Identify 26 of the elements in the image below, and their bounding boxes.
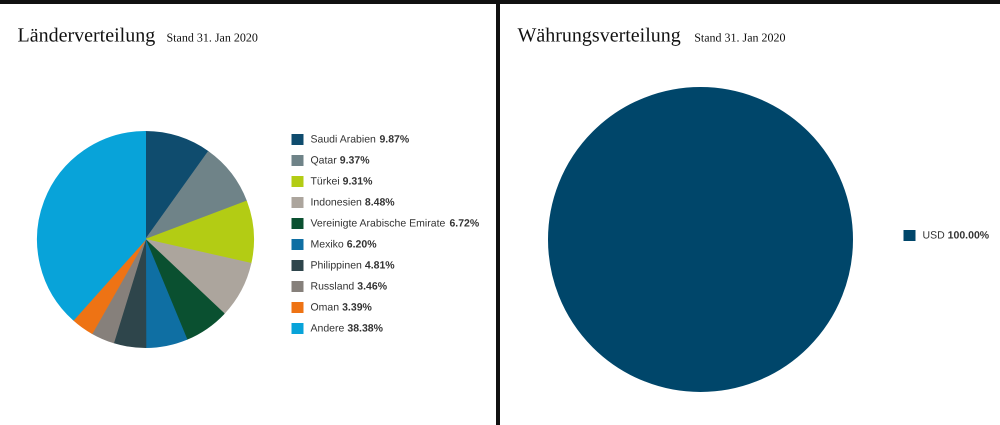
data-label: 9.37% <box>340 154 370 166</box>
data-label: 8.48% <box>364 196 396 208</box>
legend-label: Philippinen <box>310 260 362 272</box>
legend-label: Türkei <box>310 176 340 188</box>
data-label: 100.00% <box>948 230 990 242</box>
chart-subtitle: Stand 31. Jan 2020 <box>166 30 258 44</box>
legend-label: Indonesien <box>310 196 362 208</box>
data-label: 6.72% <box>449 218 480 230</box>
legend-label: USD <box>922 230 946 242</box>
legend-label: Qatar <box>310 154 338 166</box>
chart-title: Länderverteilung <box>18 24 156 46</box>
legend-label: Saudi Arabien <box>310 134 376 146</box>
data-label: 6.20% <box>346 238 378 250</box>
data-label: 9.87% <box>379 134 410 146</box>
data-label: 9.31% <box>342 176 374 188</box>
legend-label: Andere <box>310 322 345 334</box>
data-label: 3.39% <box>342 302 373 314</box>
legend-label: Oman <box>310 302 340 314</box>
data-label: 4.81% <box>364 260 396 272</box>
chart-subtitle: Stand 31. Jan 2020 <box>694 30 786 44</box>
data-label: 38.38% <box>347 322 384 334</box>
chart-title: Währungsverteilung <box>518 24 681 46</box>
legend-label: Mexiko <box>310 238 344 250</box>
legend-label: Russland <box>310 280 354 292</box>
legend-label: Vereinigte Arabische Emirate <box>310 218 446 230</box>
data-label: 3.46% <box>357 280 388 292</box>
